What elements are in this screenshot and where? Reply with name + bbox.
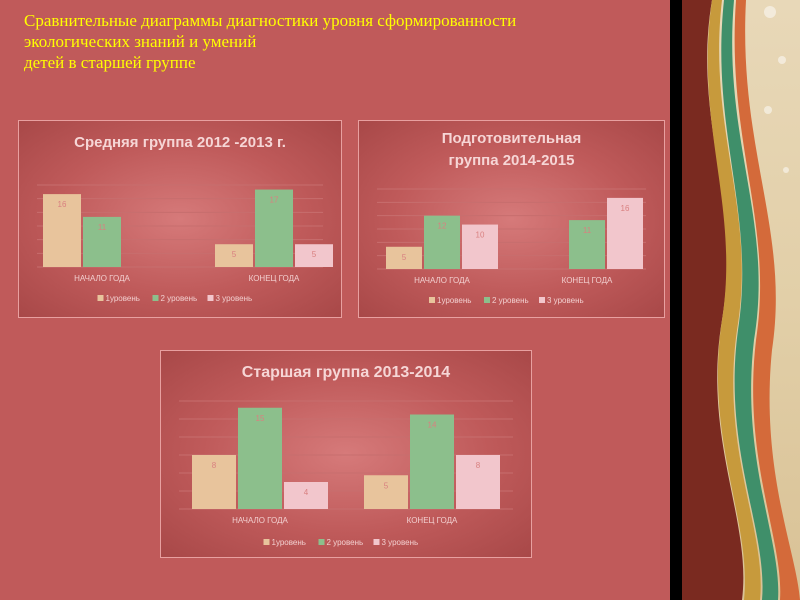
bar: [410, 414, 454, 509]
chart-title: группа 2014-2015: [449, 152, 575, 169]
data-label: 5: [312, 250, 317, 259]
bar: [255, 189, 293, 267]
bar: [215, 244, 253, 267]
slide-title: Сравнительные диаграммы диагностики уров…: [24, 11, 517, 72]
slide: Сравнительные диаграммы диагностики уров…: [0, 0, 670, 600]
legend-swatch: [539, 297, 545, 303]
data-label: 5: [232, 250, 237, 259]
data-label: 12: [438, 222, 447, 231]
legend-label: 2 уровень: [161, 294, 198, 303]
legend-swatch: [152, 295, 159, 301]
legend-label: 3 уровень: [382, 538, 419, 547]
data-label: 17: [270, 196, 279, 205]
chart-preparatory-group-svg: Подготовительная группа 2014-2015 5 12 10 НАЧ…: [377, 130, 646, 305]
data-label: 5: [384, 481, 389, 490]
bar: [284, 482, 328, 509]
legend-label: 1уровень: [437, 296, 471, 305]
legend-label: 3 уровень: [547, 296, 584, 305]
legend-swatch: [263, 539, 270, 545]
legend-label: 2 уровень: [492, 296, 529, 305]
bar: [607, 197, 643, 269]
bar: [192, 455, 236, 509]
legend-label: 2 уровень: [327, 538, 364, 547]
category-label: НАЧАЛО ГОДА: [232, 516, 288, 525]
bar: [43, 194, 81, 267]
bar: [238, 407, 282, 509]
decorative-border: [682, 0, 800, 600]
data-label: 8: [212, 461, 217, 470]
category-label: КОНЕЦ ГОДА: [407, 516, 458, 525]
bar: [462, 224, 498, 269]
bar: [83, 216, 121, 267]
data-label: 5: [402, 253, 407, 262]
category-label: НАЧАЛО ГОДА: [414, 276, 470, 285]
legend: 1уровень 2 уровень 3 уровень: [429, 296, 584, 305]
bar: [456, 455, 500, 509]
legend-swatch: [318, 539, 325, 545]
legend-swatch: [373, 539, 380, 545]
chart-title: Подготовительная: [442, 130, 581, 147]
category-label: КОНЕЦ ГОДА: [249, 274, 300, 283]
bar: [569, 220, 605, 269]
legend-label: 1уровень: [106, 294, 140, 303]
data-label: 15: [256, 414, 265, 423]
legend-swatch: [207, 295, 214, 301]
chart-preparatory-group: Подготовительная группа 2014-2015 5 12 10 НАЧ…: [358, 120, 665, 318]
data-label: 11: [98, 223, 107, 232]
chart-title: Старшая группа 2013-2014: [242, 364, 450, 381]
data-label: 10: [476, 231, 485, 240]
legend-swatch: [97, 295, 104, 301]
legend-label: 3 уровень: [216, 294, 253, 303]
category-label: НАЧАЛО ГОДА: [74, 274, 130, 283]
bar: [295, 244, 333, 267]
data-label: 16: [58, 200, 67, 209]
data-label: 11: [583, 226, 592, 235]
bar: [424, 215, 460, 269]
chart-title: Средняя группа 2012 -2013 г.: [74, 134, 286, 151]
data-label: 8: [476, 461, 481, 470]
data-label: 16: [621, 204, 630, 213]
decorative-ornament: [682, 0, 800, 600]
bar: [386, 246, 422, 269]
legend: 1уровень 2 уровень 3 уровень: [263, 538, 419, 547]
bar: [364, 475, 408, 509]
chart-middle-group: Средняя группа 2012 -2013 г. 16 11 НАЧАЛО Г…: [18, 120, 342, 318]
legend: 1уровень 2 уровень 3 уровень: [97, 294, 253, 303]
chart-senior-group: Старшая группа 2013-2014 8 15 4 НАЧАЛО ГОДА 5…: [160, 350, 532, 558]
data-label: 14: [428, 421, 437, 430]
category-label: КОНЕЦ ГОДА: [562, 276, 613, 285]
chart-middle-group-svg: Средняя группа 2012 -2013 г. 16 11 НАЧАЛО Г…: [37, 134, 333, 303]
data-label: 4: [304, 488, 309, 497]
legend-swatch: [429, 297, 435, 303]
legend-swatch: [484, 297, 490, 303]
legend-label: 1уровень: [272, 538, 306, 547]
chart-senior-group-svg: Старшая группа 2013-2014 8 15 4 НАЧАЛО ГОДА 5…: [179, 364, 513, 547]
